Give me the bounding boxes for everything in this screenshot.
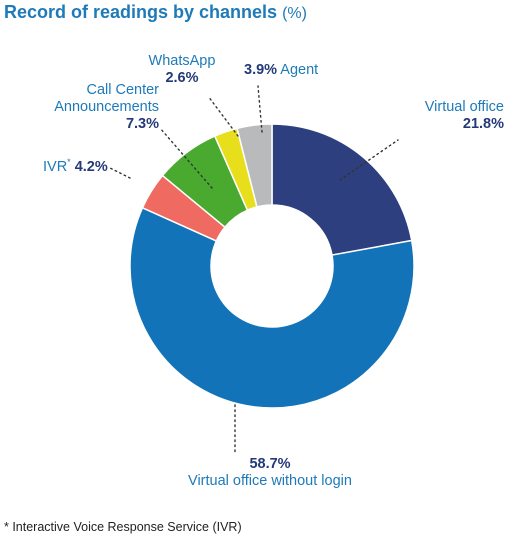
name-virtual-office: Virtual office: [424, 99, 504, 115]
leader-line-ivr: [109, 167, 131, 179]
leader-line-whatsapp: [207, 95, 239, 137]
name-call-center-line1: Call Center: [86, 82, 159, 98]
slice-virtual-office: [271, 123, 413, 256]
chart-title: Record of readings by channels (%): [4, 2, 307, 23]
label-whatsapp: WhatsApp 2.6%: [142, 53, 222, 87]
footnote: * Interactive Voice Response Service (IV…: [4, 520, 242, 534]
value-virtual-office-no-login: 58.7%: [249, 456, 291, 472]
label-virtual-office: Virtual office 21.8%: [386, 99, 504, 133]
leader-line-call-center-announcements: [159, 127, 213, 189]
value-ivr: 4.2%: [74, 158, 108, 175]
name-agent: Agent: [280, 62, 319, 78]
chart-title-text: Record of readings by channels: [4, 2, 278, 22]
slice-group: [129, 123, 415, 409]
label-virtual-office-no-login: 58.7% Virtual office without login: [120, 456, 420, 490]
chart-title-unit: (%): [282, 5, 307, 22]
slice-virtual-office-without-login: [129, 206, 415, 409]
label-ivr: IVR* 4.2%: [43, 154, 108, 176]
leader-lines: [109, 85, 399, 453]
leader-line-virtual-office: [339, 139, 399, 181]
label-agent: 3.9% Agent: [244, 62, 318, 79]
value-agent: 3.9%: [244, 62, 278, 78]
name-virtual-office-no-login: Virtual office without login: [188, 473, 352, 489]
value-virtual-office: 21.8%: [462, 116, 504, 132]
name-ivr: IVR: [43, 158, 68, 175]
name-whatsapp: WhatsApp: [148, 53, 216, 69]
label-call-center: Call Center Announcements 7.3%: [41, 82, 159, 133]
value-call-center: 7.3%: [125, 116, 159, 132]
ivr-footnote-marker: *: [67, 157, 71, 167]
name-call-center-line2: Announcements: [54, 99, 159, 115]
value-whatsapp: 2.6%: [165, 70, 199, 86]
slice-agent: [236, 123, 273, 208]
